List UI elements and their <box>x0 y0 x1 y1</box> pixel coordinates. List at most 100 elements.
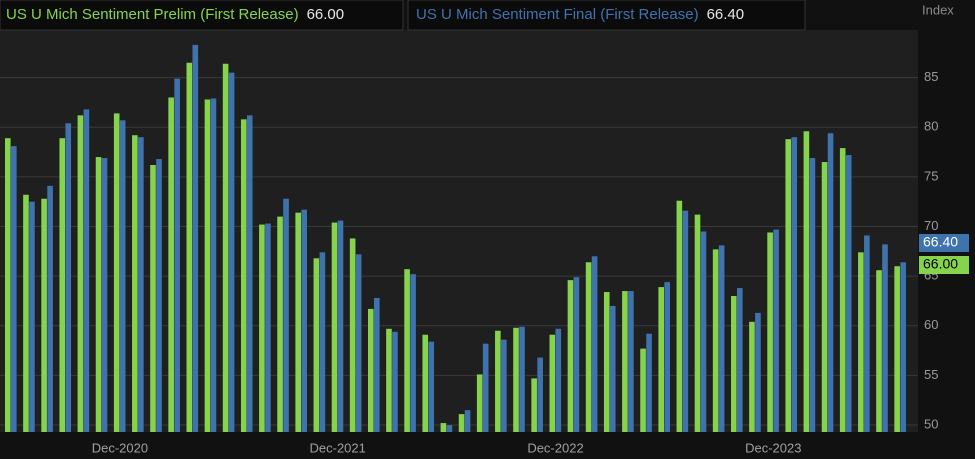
bar <box>622 291 628 432</box>
bar <box>821 162 828 432</box>
bar <box>410 274 416 432</box>
value-tag-label: 66.40 <box>923 234 958 250</box>
bar <box>495 330 501 432</box>
bar <box>482 343 489 432</box>
bar <box>640 348 646 432</box>
bar <box>386 328 392 432</box>
bar <box>827 133 834 433</box>
bar <box>658 287 664 432</box>
y-tick-label: 85 <box>924 69 938 84</box>
bar <box>591 256 598 432</box>
bar <box>476 374 483 432</box>
bar <box>585 262 592 432</box>
y-tick-label: 55 <box>924 367 938 382</box>
bar <box>767 232 773 432</box>
bar <box>609 305 616 432</box>
bar <box>731 296 737 432</box>
bar <box>646 333 652 432</box>
bar <box>464 410 471 432</box>
bar <box>228 72 235 432</box>
bar <box>555 328 562 432</box>
bar <box>858 252 864 432</box>
bar <box>519 326 525 432</box>
bar <box>83 109 90 432</box>
y-tick-label: 50 <box>924 416 938 431</box>
bar <box>59 138 66 432</box>
bar <box>23 194 29 432</box>
legend-label: US U Mich Sentiment Final (First Release… <box>416 6 699 23</box>
bar <box>210 98 217 432</box>
bar <box>11 146 17 432</box>
bar <box>301 209 307 432</box>
bar <box>138 137 144 432</box>
bar <box>458 414 465 432</box>
bar <box>265 223 271 432</box>
value-tag-label: 66.00 <box>923 256 958 272</box>
x-tick-label: Dec-2022 <box>527 440 583 455</box>
bar <box>168 97 174 432</box>
bar <box>737 288 743 432</box>
bar <box>628 291 634 432</box>
bar <box>749 321 755 432</box>
bar <box>368 308 374 432</box>
bar <box>313 258 320 432</box>
bar <box>755 312 761 432</box>
bar <box>77 115 84 432</box>
bar <box>664 282 670 432</box>
bar <box>864 235 870 432</box>
bar <box>839 148 846 432</box>
bar <box>319 252 326 432</box>
bar <box>882 244 888 432</box>
value-tag <box>919 256 969 274</box>
bar <box>894 266 900 432</box>
bar <box>240 119 247 432</box>
bar <box>47 185 53 432</box>
y-tick-label: 70 <box>924 218 938 233</box>
bar <box>349 238 356 432</box>
x-tick-label: Dec-2020 <box>92 440 148 455</box>
bar <box>573 277 580 432</box>
bar <box>603 292 610 432</box>
bar <box>150 164 156 432</box>
bar <box>5 138 11 432</box>
bar <box>222 63 229 433</box>
bar <box>283 198 289 432</box>
bar <box>404 269 410 432</box>
bar <box>549 334 556 432</box>
y-tick-label: 75 <box>924 168 938 183</box>
bar <box>900 262 906 432</box>
bar <box>374 298 380 432</box>
bar <box>845 155 852 433</box>
bar <box>259 224 265 432</box>
x-tick-label: Dec-2023 <box>745 440 801 455</box>
bar <box>192 44 199 433</box>
bar <box>809 158 816 433</box>
y-axis-title: Index <box>922 2 954 17</box>
bar <box>773 229 779 432</box>
bar <box>95 157 102 432</box>
bar <box>113 113 120 432</box>
x-tick-label: Dec-2021 <box>310 440 366 455</box>
bar <box>803 131 810 432</box>
bar <box>428 341 435 432</box>
y-tick-label: 80 <box>924 119 938 134</box>
legend-label: US U Mich Sentiment Prelim (First Releas… <box>6 6 299 23</box>
bar <box>422 334 429 432</box>
legend-box <box>407 0 806 31</box>
bar <box>331 222 338 432</box>
bar <box>537 357 543 432</box>
y-tick-label: 60 <box>924 317 938 332</box>
bar <box>876 270 882 432</box>
bar <box>295 212 301 432</box>
bar <box>204 99 211 433</box>
value-tag <box>919 234 969 252</box>
bar <box>101 158 108 433</box>
bar <box>501 339 507 432</box>
bar <box>785 139 792 432</box>
bar <box>174 78 180 433</box>
legend-box <box>0 0 404 31</box>
plot-area <box>0 30 918 432</box>
bar <box>718 245 725 432</box>
bar <box>132 135 138 432</box>
